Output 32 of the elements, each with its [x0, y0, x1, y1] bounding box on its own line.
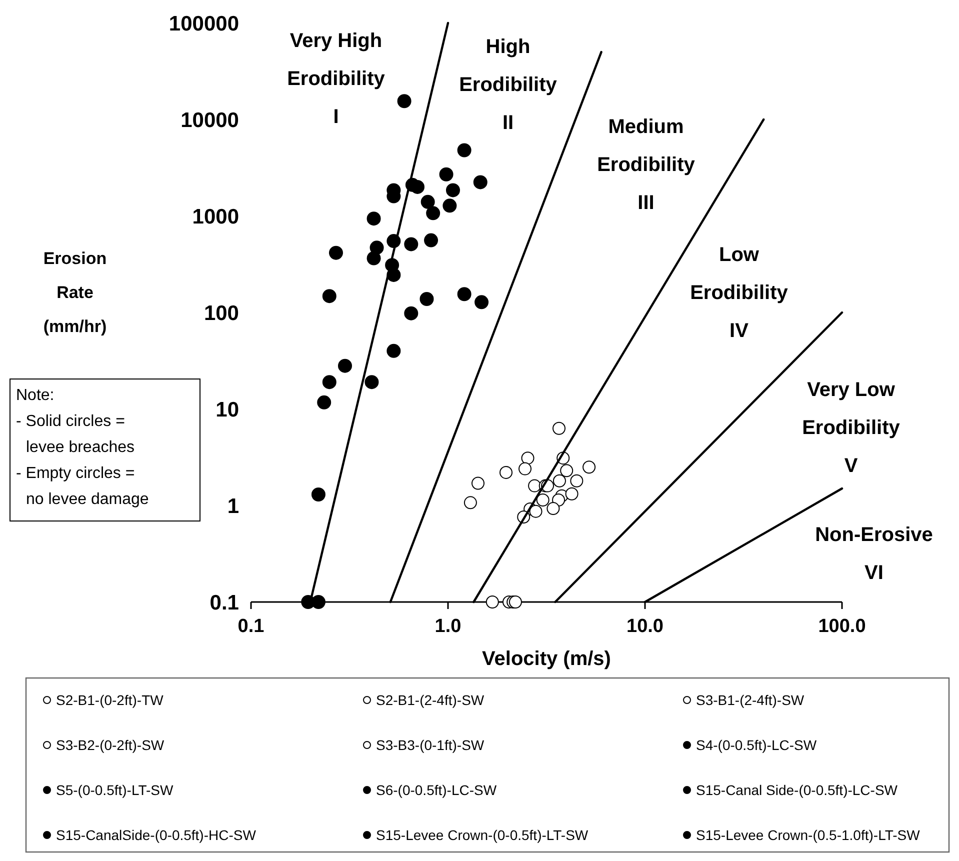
- annotation: Non-Erosive VI: [815, 524, 933, 584]
- annotation: Very High Erodibility I: [287, 30, 386, 128]
- y-tick-label: 10: [216, 398, 239, 422]
- y-tick-label: 1: [227, 494, 240, 518]
- y-tick-label: 100000: [168, 12, 239, 36]
- legend-label: S6-(0-0.5ft)-LC-SW: [376, 782, 498, 798]
- y-tick-label: 10000: [180, 108, 239, 132]
- legend-label: S15-Levee Crown-(0.5-1.0ft)-LT-SW: [696, 826, 921, 843]
- legend-label: S3-B3-(0-1ft)-SW: [376, 736, 485, 753]
- x-tick-label: 1.0: [434, 616, 462, 637]
- legend-label: S15-CanalSide-(0-0.5ft)-HC-SW: [56, 826, 257, 843]
- legend-label: S2-B1-(0-2ft)-TW: [56, 692, 164, 708]
- x-tick-label: 0.1: [238, 616, 265, 637]
- legend-label: S15-Canal Side-(0-0.5ft)-LC-SW: [696, 782, 898, 798]
- annotation: Low Erodibility IV: [690, 244, 789, 342]
- annotation: Very Low Erodibility V: [802, 379, 901, 477]
- legend-label: S5-(0-0.5ft)-LT-SW: [56, 782, 174, 798]
- annotation: Medium Erodibility III: [597, 116, 696, 214]
- legend-label: S3-B2-(0-2ft)-SW: [56, 736, 165, 753]
- legend-label: S4-(0-0.5ft)-LC-SW: [696, 736, 818, 753]
- y-tick-label: 0.1: [210, 591, 240, 614]
- legend-label: S2-B1-(2-4ft)-SW: [376, 692, 485, 708]
- y-tick-label: 100: [204, 302, 239, 325]
- y-axis-title: Erosion Rate (mm/hr): [43, 249, 107, 336]
- legend-label: S15-Levee Crown-(0-0.5ft)-LT-SW: [376, 826, 589, 843]
- annotation: High Erodibility II: [459, 36, 558, 134]
- x-tick-label: 10.0: [626, 616, 664, 637]
- y-tick-label: 1000: [192, 205, 239, 228]
- x-axis-title: Velocity (m/s): [482, 648, 611, 670]
- x-tick-label: 100.0: [818, 616, 866, 637]
- text: Note: - Solid circles = levee breaches - Empty circles = no levee damage: [16, 387, 149, 508]
- legend-label: S3-B1-(2-4ft)-SW: [696, 692, 805, 708]
